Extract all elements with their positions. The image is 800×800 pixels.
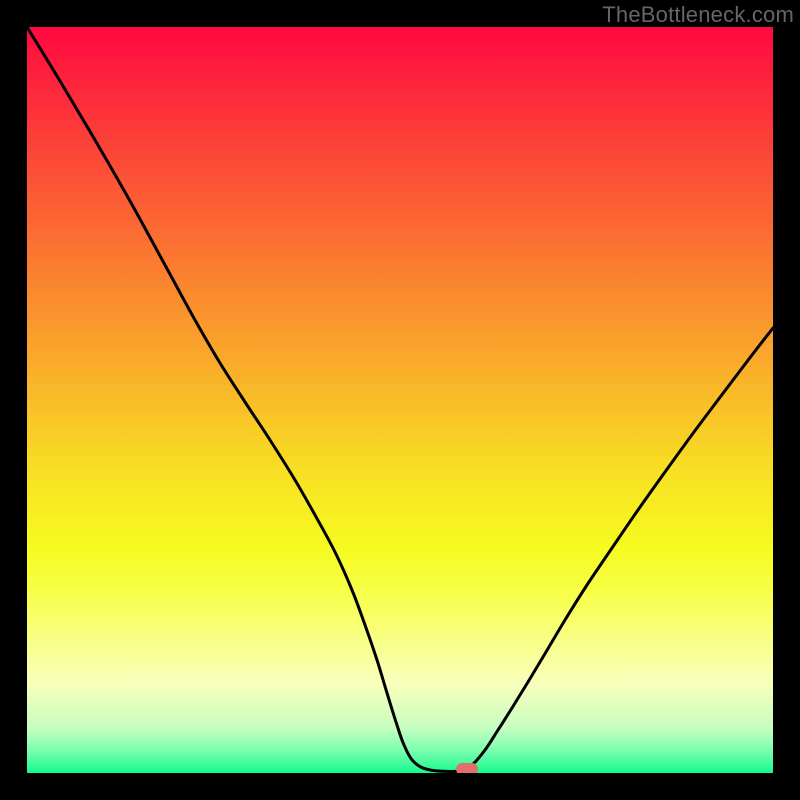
optimal-marker [456, 763, 478, 773]
watermark-text: TheBottleneck.com [602, 2, 794, 28]
gradient-background [27, 27, 773, 773]
chart-frame: TheBottleneck.com [0, 0, 800, 800]
bottleneck-chart [27, 27, 773, 773]
